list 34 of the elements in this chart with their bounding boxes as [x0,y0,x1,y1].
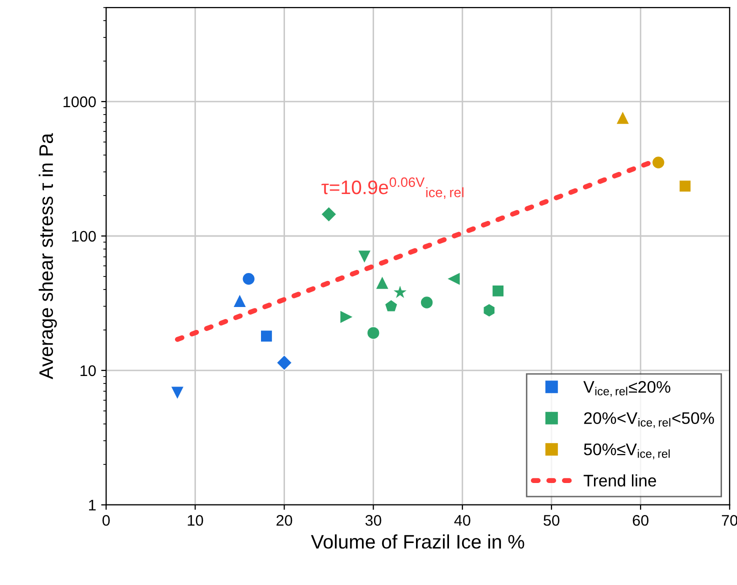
point [420,296,434,310]
x-tick-label: 30 [365,514,382,526]
point [358,250,372,264]
legend-label: V$_{ice,rel}$≤20% [583,380,670,397]
y-tick-label: 1000 [64,96,96,108]
x-tick-label: 20 [276,514,292,526]
annotation: τ=10.9e$^{0.06V}$$_{ice,rel}$ [322,177,464,199]
x-tick-label: 0 [102,514,110,526]
x-tick-label: 60 [632,514,648,526]
point [678,180,692,192]
x-tick-label: 50 [544,514,560,526]
point [652,156,665,170]
y-axis-title: Average shear stress τ in Pa [38,133,57,380]
y-tick-label: 100 [72,230,96,242]
point [170,386,184,400]
point [375,276,390,290]
legend-label: 50%≤V$_{ice,rel}$ [584,443,670,460]
point [232,294,247,308]
point [492,284,504,298]
point [483,303,496,318]
point [384,299,398,312]
point [616,110,630,125]
point [242,272,256,286]
legend-label: Trend line [584,474,656,487]
point [366,326,380,340]
x-tick-label: 40 [454,514,470,526]
point [260,330,273,342]
y-tick-label: 10 [80,365,96,376]
x-tick-label: 10 [188,514,204,526]
point [340,310,354,324]
point [446,272,460,286]
y-tick-label: 1 [89,500,96,510]
legend-label: 20%<V$_{ice,rel}$<50% [584,412,714,428]
x-axis-title: Volume of Frazil Ice in % [310,534,524,549]
